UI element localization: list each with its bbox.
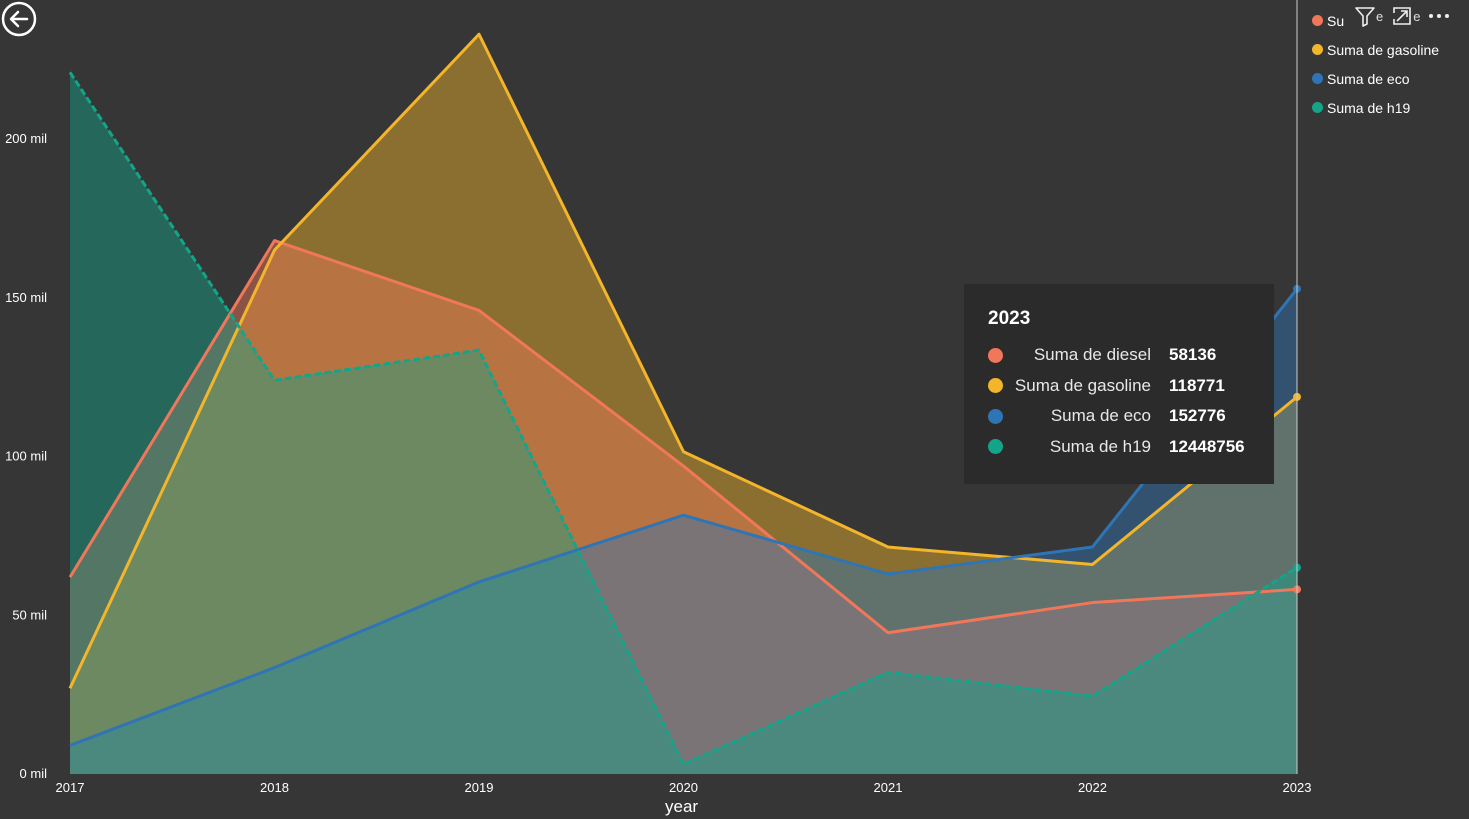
- legend: Su Suma de gasoline Suma de eco Suma de h1…: [1312, 6, 1439, 122]
- legend-label: Suma de eco: [1327, 70, 1410, 87]
- y-tick-label: 150 mil: [5, 290, 47, 305]
- legend-item[interactable]: Suma de eco: [1312, 64, 1439, 93]
- y-tick-label: 200 mil: [5, 131, 47, 146]
- y-axis: 0 mil 50 mil 100 mil 150 mil 200 mil: [5, 131, 47, 781]
- tooltip-row: Suma de diesel 58136: [988, 340, 1250, 371]
- legend-item[interactable]: Suma de gasoline: [1312, 35, 1439, 64]
- tooltip-row: Suma de eco 152776: [988, 401, 1250, 432]
- x-tick-label: 2023: [1283, 780, 1312, 795]
- tooltip-dot: [988, 378, 1003, 394]
- tooltip-row: Suma de gasoline 118771: [988, 371, 1250, 402]
- more-options-button[interactable]: [1426, 4, 1452, 28]
- tooltip-dot: [988, 347, 1003, 363]
- tooltip-value: 152776: [1169, 406, 1226, 426]
- area-suma-de-eco: [70, 288, 1297, 774]
- x-tick-label: 2020: [669, 780, 698, 795]
- x-tick-label: 2018: [260, 780, 289, 795]
- tooltip-label: Suma de eco: [1050, 406, 1151, 426]
- line-suma-de-eco[interactable]: [69, 288, 1299, 747]
- tooltip-dot: [988, 408, 1003, 424]
- legend-item[interactable]: Suma de h19: [1312, 93, 1439, 122]
- legend-text-fragment: e: [1413, 8, 1421, 24]
- legend-label: Su: [1327, 12, 1345, 29]
- legend-dot: [1312, 44, 1323, 55]
- x-axis-title: year: [665, 797, 699, 816]
- x-tick-label: 2022: [1078, 780, 1107, 795]
- visual-header-toolbar: e e: [1350, 4, 1455, 28]
- series-lines: [68, 32, 1301, 766]
- tooltip-value: 58136: [1169, 345, 1217, 365]
- line-suma-de-gasoline[interactable]: [68, 32, 1298, 689]
- filter-button[interactable]: [1352, 4, 1378, 28]
- x-axis: 2017 2018 2019 2020 2021 2022 2023: [56, 780, 1312, 795]
- legend-dot: [1312, 73, 1323, 84]
- legend-dot: [1312, 102, 1323, 113]
- back-button[interactable]: [1, 1, 37, 37]
- tooltip-label: Suma de gasoline: [1014, 375, 1151, 395]
- area-suma-de-diesel: [70, 240, 1297, 775]
- focus-mode-icon: [1393, 7, 1412, 25]
- back-arrow-icon: [1, 1, 37, 37]
- tooltip-label: Suma de h19: [1049, 436, 1151, 456]
- legend-item-diesel[interactable]: Su: [1312, 6, 1439, 35]
- focus-mode-button[interactable]: [1389, 4, 1415, 28]
- filter-icon: [1355, 7, 1375, 27]
- y-tick-label: 100 mil: [5, 449, 47, 464]
- x-tick-label: 2017: [56, 780, 85, 795]
- x-tick-label: 2021: [874, 780, 903, 795]
- tooltip-label: Suma de diesel: [1033, 345, 1151, 365]
- tooltip-title: 2023: [988, 308, 1031, 329]
- area-suma-de-h19: [70, 72, 1297, 774]
- tooltip: 2023 Suma de diesel 58136 Suma de gasoline…: [964, 284, 1274, 484]
- y-tick-label: 0 mil: [20, 766, 48, 781]
- x-tick-label: 2019: [465, 780, 494, 795]
- line-suma-de-diesel[interactable]: [68, 239, 1298, 635]
- tooltip-row: Suma de h19 12448756: [988, 432, 1250, 463]
- tooltip-value: 118771: [1169, 375, 1225, 395]
- area-suma-de-gasoline: [70, 34, 1297, 775]
- series-areas: [70, 34, 1297, 775]
- legend-label: Suma de h19: [1327, 99, 1411, 116]
- legend-dot: [1312, 15, 1323, 26]
- tooltip-dot: [988, 439, 1003, 455]
- y-tick-label: 50 mil: [12, 607, 47, 622]
- tooltip-value: 12448756: [1169, 436, 1245, 456]
- legend-text-fragment: e: [1376, 8, 1384, 24]
- more-options-icon: [1429, 14, 1450, 18]
- legend-label: Suma de gasoline: [1327, 41, 1440, 58]
